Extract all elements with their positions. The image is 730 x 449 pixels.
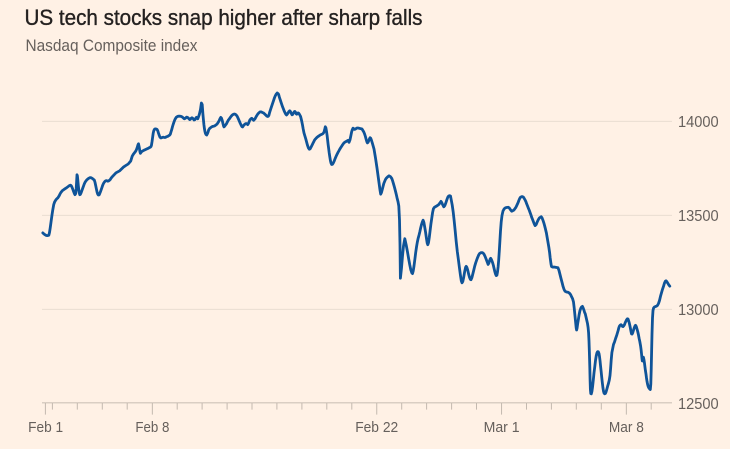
- svg-text:13500: 13500: [678, 208, 719, 225]
- svg-text:Mar 1: Mar 1: [484, 419, 520, 436]
- svg-text:Feb 22: Feb 22: [355, 419, 398, 436]
- svg-text:Mar 8: Mar 8: [609, 419, 644, 436]
- svg-text:Nasdaq Composite index: Nasdaq Composite index: [26, 37, 199, 55]
- svg-text:Feb 8: Feb 8: [135, 419, 169, 436]
- svg-text:12500: 12500: [678, 396, 719, 413]
- svg-text:Feb 1: Feb 1: [28, 419, 63, 436]
- svg-text:13000: 13000: [678, 302, 719, 319]
- svg-text:14000: 14000: [678, 114, 719, 131]
- svg-text:US tech stocks snap higher aft: US tech stocks snap higher after sharp f…: [25, 5, 423, 30]
